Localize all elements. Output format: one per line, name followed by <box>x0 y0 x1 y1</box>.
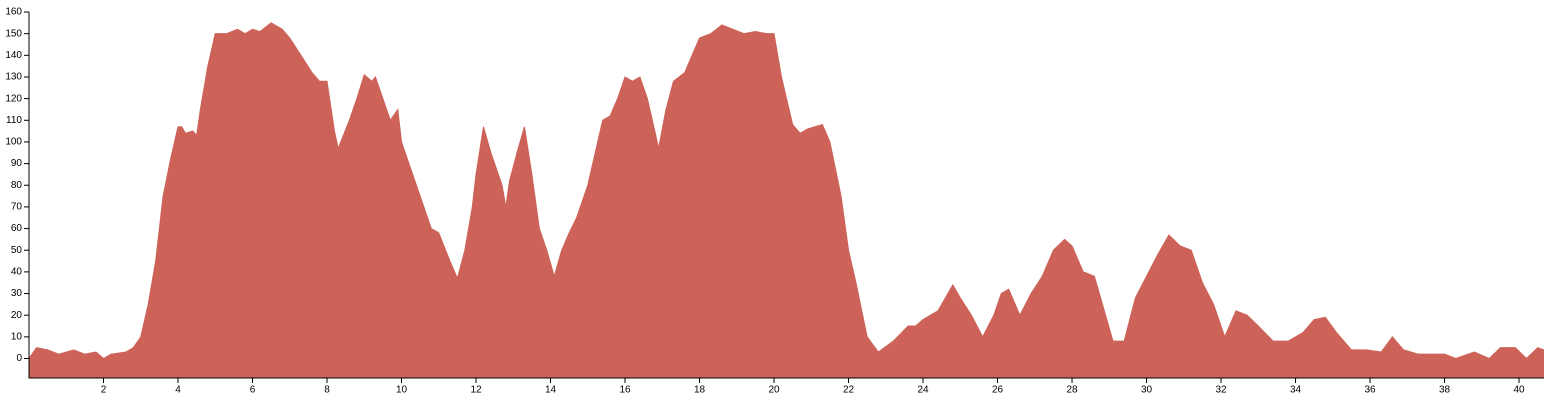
y-tick-label: 160 <box>5 7 22 18</box>
x-tick-label: 22 <box>843 385 855 396</box>
elevation-area <box>28 22 1544 379</box>
y-tick-label: 10 <box>11 331 23 342</box>
x-tick-label: 18 <box>694 385 706 396</box>
x-tick-label: 40 <box>1513 385 1525 396</box>
x-tick-label: 28 <box>1066 385 1078 396</box>
y-tick-label: 80 <box>11 180 23 191</box>
y-tick-label: 140 <box>5 50 22 61</box>
y-tick-label: 40 <box>11 267 23 278</box>
x-tick-label: 38 <box>1439 385 1451 396</box>
y-tick-label: 30 <box>11 288 23 299</box>
x-tick-label: 26 <box>992 385 1004 396</box>
y-tick-label: 70 <box>11 202 23 213</box>
y-tick-label: 150 <box>5 28 22 39</box>
y-tick-label: 50 <box>11 245 23 256</box>
x-tick-label: 8 <box>324 385 330 396</box>
x-tick-label: 2 <box>101 385 107 396</box>
x-tick-label: 34 <box>1290 385 1302 396</box>
y-tick-label: 0 <box>16 353 22 364</box>
x-tick-label: 16 <box>619 385 631 396</box>
y-tick-label: 60 <box>11 223 23 234</box>
y-tick-label: 130 <box>5 72 22 83</box>
x-tick-label: 14 <box>545 385 557 396</box>
x-tick-label: 12 <box>470 385 482 396</box>
y-tick-label: 120 <box>5 93 22 104</box>
y-tick-label: 90 <box>11 158 23 169</box>
y-tick-label: 110 <box>6 115 22 126</box>
x-tick-label: 10 <box>396 385 408 396</box>
y-tick-label: 100 <box>5 137 22 148</box>
x-tick-label: 6 <box>250 385 256 396</box>
x-tick-label: 32 <box>1215 385 1227 396</box>
x-tick-label: 24 <box>917 385 929 396</box>
x-tick-label: 36 <box>1364 385 1376 396</box>
y-tick-label: 20 <box>11 310 23 321</box>
x-tick-label: 30 <box>1141 385 1153 396</box>
x-tick-label: 20 <box>768 385 780 396</box>
x-tick-label: 4 <box>175 385 181 396</box>
